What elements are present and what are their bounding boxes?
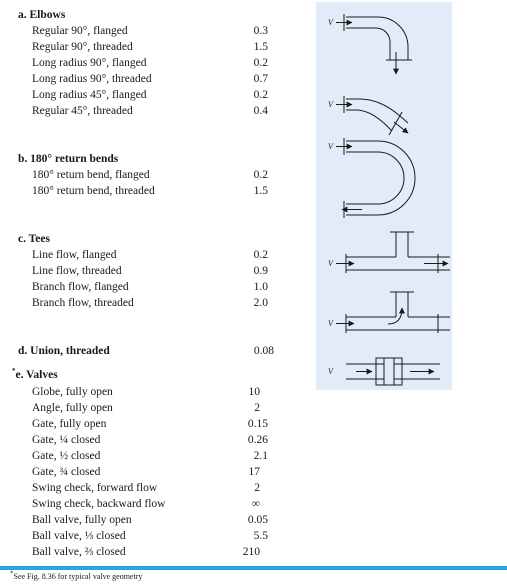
valve-k-2: 2: [254, 402, 260, 414]
fitting-diagram-panel: V V V V V V: [316, 2, 452, 390]
valve-k-9: 0.05: [247, 514, 268, 526]
section-header-valves: *e. Valves: [12, 368, 58, 382]
section-header-tees: c. Tees: [18, 233, 50, 245]
section-header-union: d. Union, threaded: [18, 345, 110, 357]
valve-k-11: 210: [242, 546, 260, 558]
fitting-diagrams: V V V V V V: [328, 14, 450, 386]
valve-k-6: 17: [248, 466, 261, 478]
elbow-k-2: 1.5: [253, 41, 268, 53]
elbow-item-3: Long radius 90°, flanged: [32, 57, 147, 69]
elbow-item-2: Regular 90°, threaded: [32, 41, 133, 53]
return-bend-k-2: 1.5: [253, 185, 268, 197]
return-bend-item-2: 180° return bend, threaded: [32, 185, 155, 197]
valve-item-5: Gate, ½ closed: [32, 450, 101, 462]
elbow-item-4: Long radius 90°, threaded: [32, 73, 152, 85]
tee-k-4: 2.0: [253, 297, 268, 309]
elbow-k-1: 0.3: [253, 25, 268, 37]
valve-k-8: ∞: [251, 498, 260, 510]
tee-k-3: 1.0: [253, 281, 268, 293]
elbow-k-5: 0.2: [253, 89, 268, 101]
union-sketch: [346, 357, 440, 386]
tee-branch-flow-sketch: [336, 291, 450, 333]
elbow-k-6: 0.4: [253, 105, 268, 117]
union-k: 0.08: [253, 345, 274, 357]
elbow-k-4: 0.7: [253, 73, 268, 85]
valves-footnote-marker: *: [12, 367, 16, 376]
valve-item-9: Ball valve, fully open: [32, 514, 132, 526]
tee-item-4: Branch flow, threaded: [32, 297, 134, 309]
velocity-label-tee-branch: V: [328, 319, 334, 328]
elbow-k-3: 0.2: [253, 57, 268, 69]
return-bend-sketch: [336, 138, 416, 218]
valve-item-11: Ball valve, ⅔ closed: [32, 546, 126, 558]
valve-item-3: Gate, fully open: [32, 418, 107, 430]
tee-item-2: Line flow, threaded: [32, 265, 122, 277]
tee-k-2: 0.9: [253, 265, 268, 277]
footnote-text: See Fig. 8.36 for typical valve geometry: [13, 572, 143, 581]
valve-k-10: 5.5: [253, 530, 268, 542]
tee-item-1: Line flow, flanged: [32, 249, 117, 261]
valve-item-10: Ball valve, ⅓ closed: [32, 530, 126, 542]
valve-item-2: Angle, fully open: [32, 402, 113, 414]
valves-header-text: e. Valves: [15, 369, 58, 381]
return-bend-item-1: 180° return bend, flanged: [32, 169, 150, 181]
valve-item-4: Gate, ¼ closed: [32, 434, 101, 446]
section-header-elbows: a. Elbows: [18, 9, 66, 21]
return-bend-k-1: 0.2: [253, 169, 268, 181]
section-header-return-bends: b. 180° return bends: [18, 153, 119, 165]
valve-item-8: Swing check, backward flow: [32, 498, 166, 510]
valve-item-6: Gate, ¾ closed: [32, 466, 101, 478]
valve-k-1: 10: [248, 386, 261, 398]
valve-k-7: 2: [254, 482, 260, 494]
valve-item-7: Swing check, forward flow: [32, 482, 158, 494]
velocity-label-elbow-90: V: [328, 18, 334, 27]
velocity-label-return-bend: V: [328, 142, 334, 151]
velocity-label-elbow-45: V: [328, 100, 334, 109]
valve-k-4: 0.26: [247, 434, 268, 446]
valve-item-1: Globe, fully open: [32, 386, 113, 398]
valve-k-3: 0.15: [247, 418, 268, 430]
elbow-item-1: Regular 90°, flanged: [32, 25, 128, 37]
elbow-item-6: Regular 45°, threaded: [32, 105, 133, 117]
elbow-item-5: Long radius 45°, flanged: [32, 89, 147, 101]
tee-k-1: 0.2: [253, 249, 268, 261]
velocity-label-union: V: [328, 367, 334, 376]
footnote-marker: *: [10, 569, 14, 578]
elbow-45-sketch: [336, 96, 409, 136]
bottom-rule: [0, 566, 507, 570]
tee-item-3: Branch flow, flanged: [32, 281, 129, 293]
velocity-label-tee-line: V: [328, 259, 334, 268]
tee-line-flow-sketch: [336, 231, 450, 273]
valve-k-5: 2.1: [253, 450, 268, 462]
elbow-90-sketch: [336, 14, 412, 75]
footnote: *See Fig. 8.36 for typical valve geometr…: [10, 569, 143, 582]
